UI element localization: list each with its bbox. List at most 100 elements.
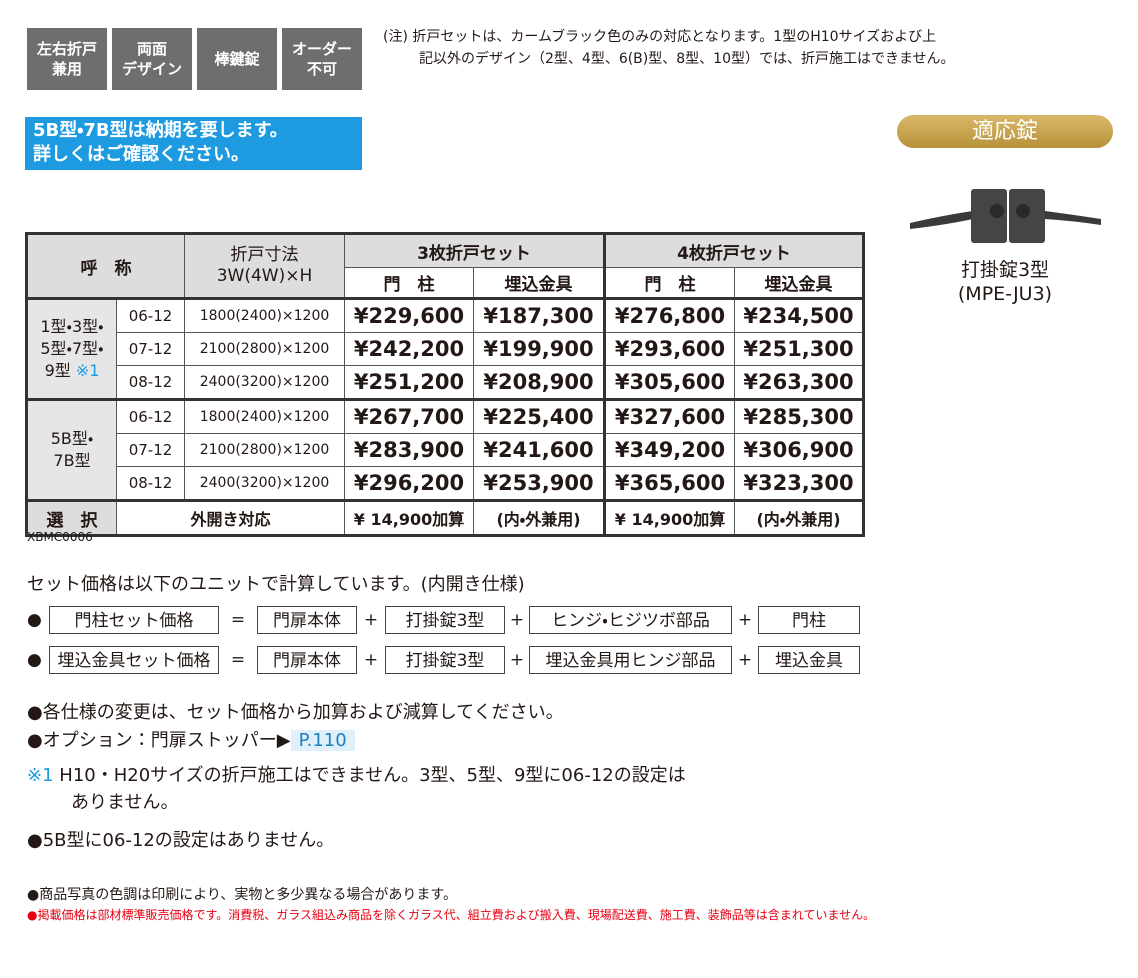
header-line: 折戸寸法 — [230, 245, 299, 265]
size-cell: 06-12 — [116, 298, 185, 333]
price-cell: ¥349,200 — [603, 433, 735, 467]
badge: 両面 デザイン — [112, 28, 192, 90]
formula-box: 門柱セット価格 — [49, 606, 219, 634]
option-cell: (内・外兼用) — [734, 500, 864, 536]
price-cell: ¥241,600 — [473, 433, 605, 467]
size-cell: 06-12 — [116, 399, 185, 434]
note-5b: ●5B型に06-12の設定はありません。 — [27, 830, 335, 851]
size-cell: 1800(2400)×1200 — [184, 298, 345, 333]
operator: + — [737, 650, 753, 670]
badge-line: 不可 — [306, 60, 337, 78]
notice-line: 5B型・7B型は納期を要します。 — [33, 120, 288, 141]
notice-line: 詳しくはご確認ください。 — [33, 144, 249, 165]
size-cell: 2400(3200)×1200 — [184, 466, 345, 501]
header-cell: 呼 称 — [26, 233, 185, 299]
footer-note: ●掲載価格は部材標準販売価格です。消費税、ガラス組込み商品を除くガラス代、組立費… — [27, 908, 876, 922]
mark-text: ありません。 — [71, 792, 179, 813]
mark: ※1 — [27, 765, 54, 786]
data-row: 08-12 2400(3200)×1200 ¥296,200 ¥253,900 ¥365… — [27, 466, 864, 501]
formula-box: 打掛錠3型 — [385, 606, 505, 634]
formula-box: 埋込金具 — [758, 646, 860, 674]
price-cell: ¥229,600 — [344, 298, 474, 333]
price-cell: ¥296,200 — [344, 466, 474, 501]
header-row: 門 柱埋込金具門 柱埋込金具 — [27, 267, 864, 299]
badge: オーダー 不可 — [282, 28, 362, 90]
badge: 棒鍵錠 — [197, 28, 277, 90]
price-cell: ¥293,600 — [603, 332, 735, 366]
price-cell: ¥234,500 — [734, 298, 864, 333]
group-label: 1型・3型・ 5型・7型・ 9型 ※1 — [26, 298, 117, 400]
price-cell: ¥199,900 — [473, 332, 605, 366]
formula-box: ヒンジ・ヒジツボ部品 — [529, 606, 732, 634]
size-cell: 07-12 — [116, 433, 185, 467]
price-cell: ¥305,600 — [603, 365, 735, 400]
badge-line: 両面 — [136, 40, 167, 58]
size-cell: 08-12 — [116, 466, 185, 501]
notice: 5B型・7B型は納期を要します。 詳しくはご確認ください。 — [25, 117, 362, 170]
lock-image — [910, 189, 1101, 243]
data-row: 5B型・ 7B型 06-12 1800(2400)×1200 ¥267,700 ¥225,… — [26, 399, 864, 501]
badge-line: オーダー — [291, 40, 352, 58]
price-cell: ¥225,400 — [473, 399, 605, 434]
price-table: 呼 称折戸寸法 3W(4W)×H 3枚折戸セット 4枚折戸セット門 柱埋込金具門 柱埋… — [25, 232, 865, 537]
option-cell: ¥ 14,900加算 — [603, 500, 735, 536]
note-line: 記以外のデザイン（2型、4型、6(B)型、8型、10型）では、折戸施工はできませ… — [419, 51, 955, 67]
price-cell: ¥251,200 — [344, 365, 474, 400]
formula-box: 打掛錠3型 — [385, 646, 505, 674]
operator: + — [737, 610, 753, 630]
formula-box: 埋込金具セット価格 — [49, 646, 219, 674]
option-text: ●オプション：門扉ストッパー▶ — [27, 730, 291, 751]
data-row: 07-12 2100(2800)×1200 ¥242,200 ¥199,900 ¥293… — [27, 332, 864, 366]
option-cell: (内・外兼用) — [473, 500, 605, 536]
header-cell: 埋込金具 — [473, 267, 605, 299]
group-line: 9型 — [44, 361, 71, 380]
badge-line: 兼用 — [51, 60, 82, 78]
price-cell: ¥208,900 — [473, 365, 605, 400]
note: (注) 折戸セットは、カームブラック色のみの対応となります。1型のH10サイズお… — [383, 26, 955, 70]
group-line: 1型・3型・ — [40, 317, 104, 336]
bullet: ● — [27, 650, 42, 670]
price-cell: ¥187,300 — [473, 298, 605, 333]
header-line: 3W(4W)×H — [216, 266, 313, 286]
price-cell: ¥306,900 — [734, 433, 864, 467]
option-page: P.110 — [290, 730, 355, 751]
operator: = — [230, 650, 246, 670]
formula-row: ● 門柱セット価格 = 門扉本体 + 打掛錠3型 + ヒンジ・ヒジツボ部品 + 門柱 — [27, 605, 860, 635]
price-cell: ¥276,800 — [603, 298, 735, 333]
size-cell: 2100(2800)×1200 — [184, 332, 345, 366]
operator: + — [509, 650, 525, 670]
badge-line: デザイン — [121, 60, 182, 78]
group-label: 5B型・ 7B型 — [26, 399, 117, 501]
data-row: 07-12 2100(2800)×1200 ¥283,900 ¥241,600 ¥349… — [27, 433, 864, 467]
price-cell: ¥253,900 — [473, 466, 605, 501]
operator: + — [509, 610, 525, 630]
size-cell: 08-12 — [116, 365, 185, 400]
size-cell: 1800(2400)×1200 — [184, 399, 345, 434]
badge-line: 左右折戸 — [36, 40, 97, 58]
header-cell: 3枚折戸セット — [344, 233, 605, 268]
group-line: 5B型・ — [50, 429, 94, 448]
note-change: ●各仕様の変更は、セット価格から加算および減算してください。 — [27, 702, 564, 723]
note-line: (注) 折戸セットは、カームブラック色のみの対応となります。1型のH10サイズお… — [383, 29, 937, 45]
size-cell: 07-12 — [116, 332, 185, 366]
header-row: 呼 称折戸寸法 3W(4W)×H 3枚折戸セット 4枚折戸セット — [26, 233, 864, 299]
price-cell: ¥251,300 — [734, 332, 864, 366]
data-row: 08-12 2400(3200)×1200 ¥251,200 ¥208,900 ¥305… — [27, 365, 864, 400]
formula-intro: セット価格は以下のユニットで計算しています。(内開き仕様) — [27, 574, 525, 595]
badge-line: 棒鍵錠 — [214, 50, 260, 68]
lock-code: (MPE-JU3) — [957, 283, 1053, 305]
operator: + — [363, 650, 379, 670]
group-mark: ※1 — [75, 361, 100, 380]
bullet: ● — [27, 610, 42, 630]
mark-text: H10・H20サイズの折戸施工はできません。3型、5型、9型に06-12の設定は — [59, 765, 686, 786]
size-cell: 2400(3200)×1200 — [184, 365, 345, 400]
price-cell: ¥365,600 — [603, 466, 735, 501]
badge: 左右折戸 兼用 — [27, 28, 107, 90]
option-cell: ¥ 14,900加算 — [344, 500, 474, 536]
price-cell: ¥283,900 — [344, 433, 474, 467]
note-option: ●オプション：門扉ストッパー▶ P.110 — [27, 727, 355, 754]
option-cell: 選 択 — [26, 500, 117, 536]
size-cell: 2100(2800)×1200 — [184, 433, 345, 467]
